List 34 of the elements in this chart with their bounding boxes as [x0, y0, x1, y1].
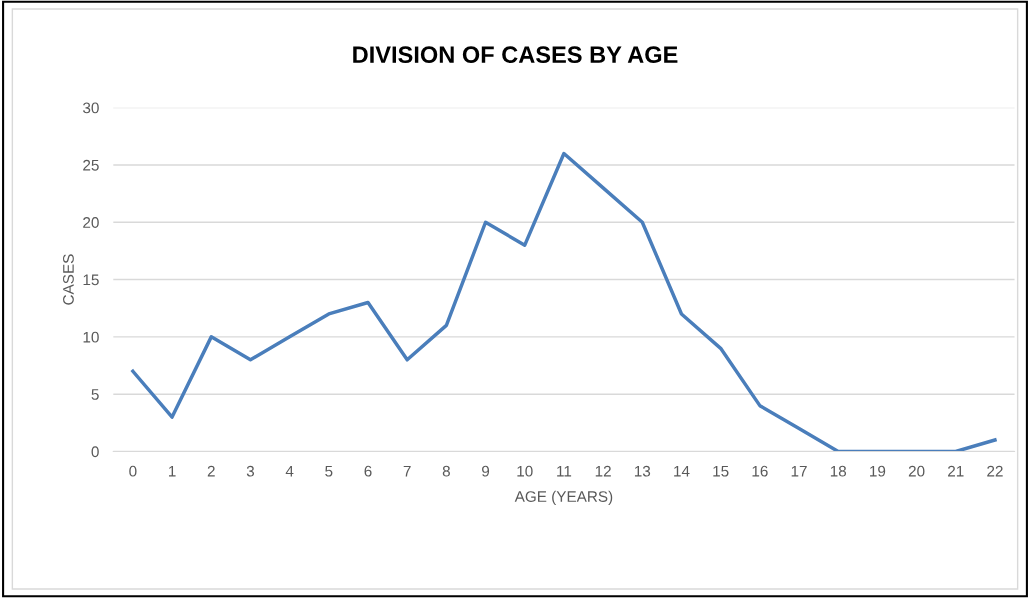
x-tick-label: 4: [285, 465, 294, 477]
x-tick-label: 1: [168, 465, 176, 477]
x-tick-label: 7: [403, 465, 411, 477]
y-axis-title: CASES: [63, 254, 74, 305]
x-tick-label: 0: [129, 465, 137, 477]
x-tick-label: 12: [595, 465, 611, 477]
x-tick-label: 18: [830, 465, 847, 477]
x-tick-label: 8: [442, 465, 450, 477]
x-tick-label: 19: [870, 465, 886, 477]
x-axis-title: AGE (YEARS): [514, 490, 613, 505]
x-tick-label: 20: [908, 465, 925, 477]
x-tick-label: 14: [674, 465, 690, 477]
x-tick-label: 21: [948, 465, 964, 477]
x-tick-label: 10: [517, 465, 533, 477]
y-tick-label: 10: [83, 331, 99, 343]
x-tick-label: 9: [482, 465, 490, 477]
chart-title: DIVISION OF CASES BY AGE: [353, 46, 678, 64]
y-tick-label: 30: [83, 102, 99, 114]
x-tick-label: 13: [634, 465, 651, 477]
x-tick-label: 17: [791, 465, 807, 477]
x-tick-label: 2: [207, 465, 215, 477]
x-tick-label: 3: [246, 465, 255, 477]
line-series: [131, 151, 997, 452]
y-tick-label: 15: [83, 274, 99, 286]
y-tick-label: 5: [91, 389, 99, 400]
x-tick-label: 22: [987, 465, 1003, 477]
x-tick-label: 5: [325, 465, 333, 477]
x-tick-label: 6: [364, 465, 372, 477]
x-tick-label: 15: [713, 465, 729, 477]
x-tick-label: 11: [557, 465, 572, 477]
x-tick-label: 16: [752, 465, 768, 477]
y-tick-label: 20: [83, 217, 99, 228]
y-tick-label: 25: [83, 159, 99, 171]
y-tick-label: 0: [91, 446, 99, 458]
